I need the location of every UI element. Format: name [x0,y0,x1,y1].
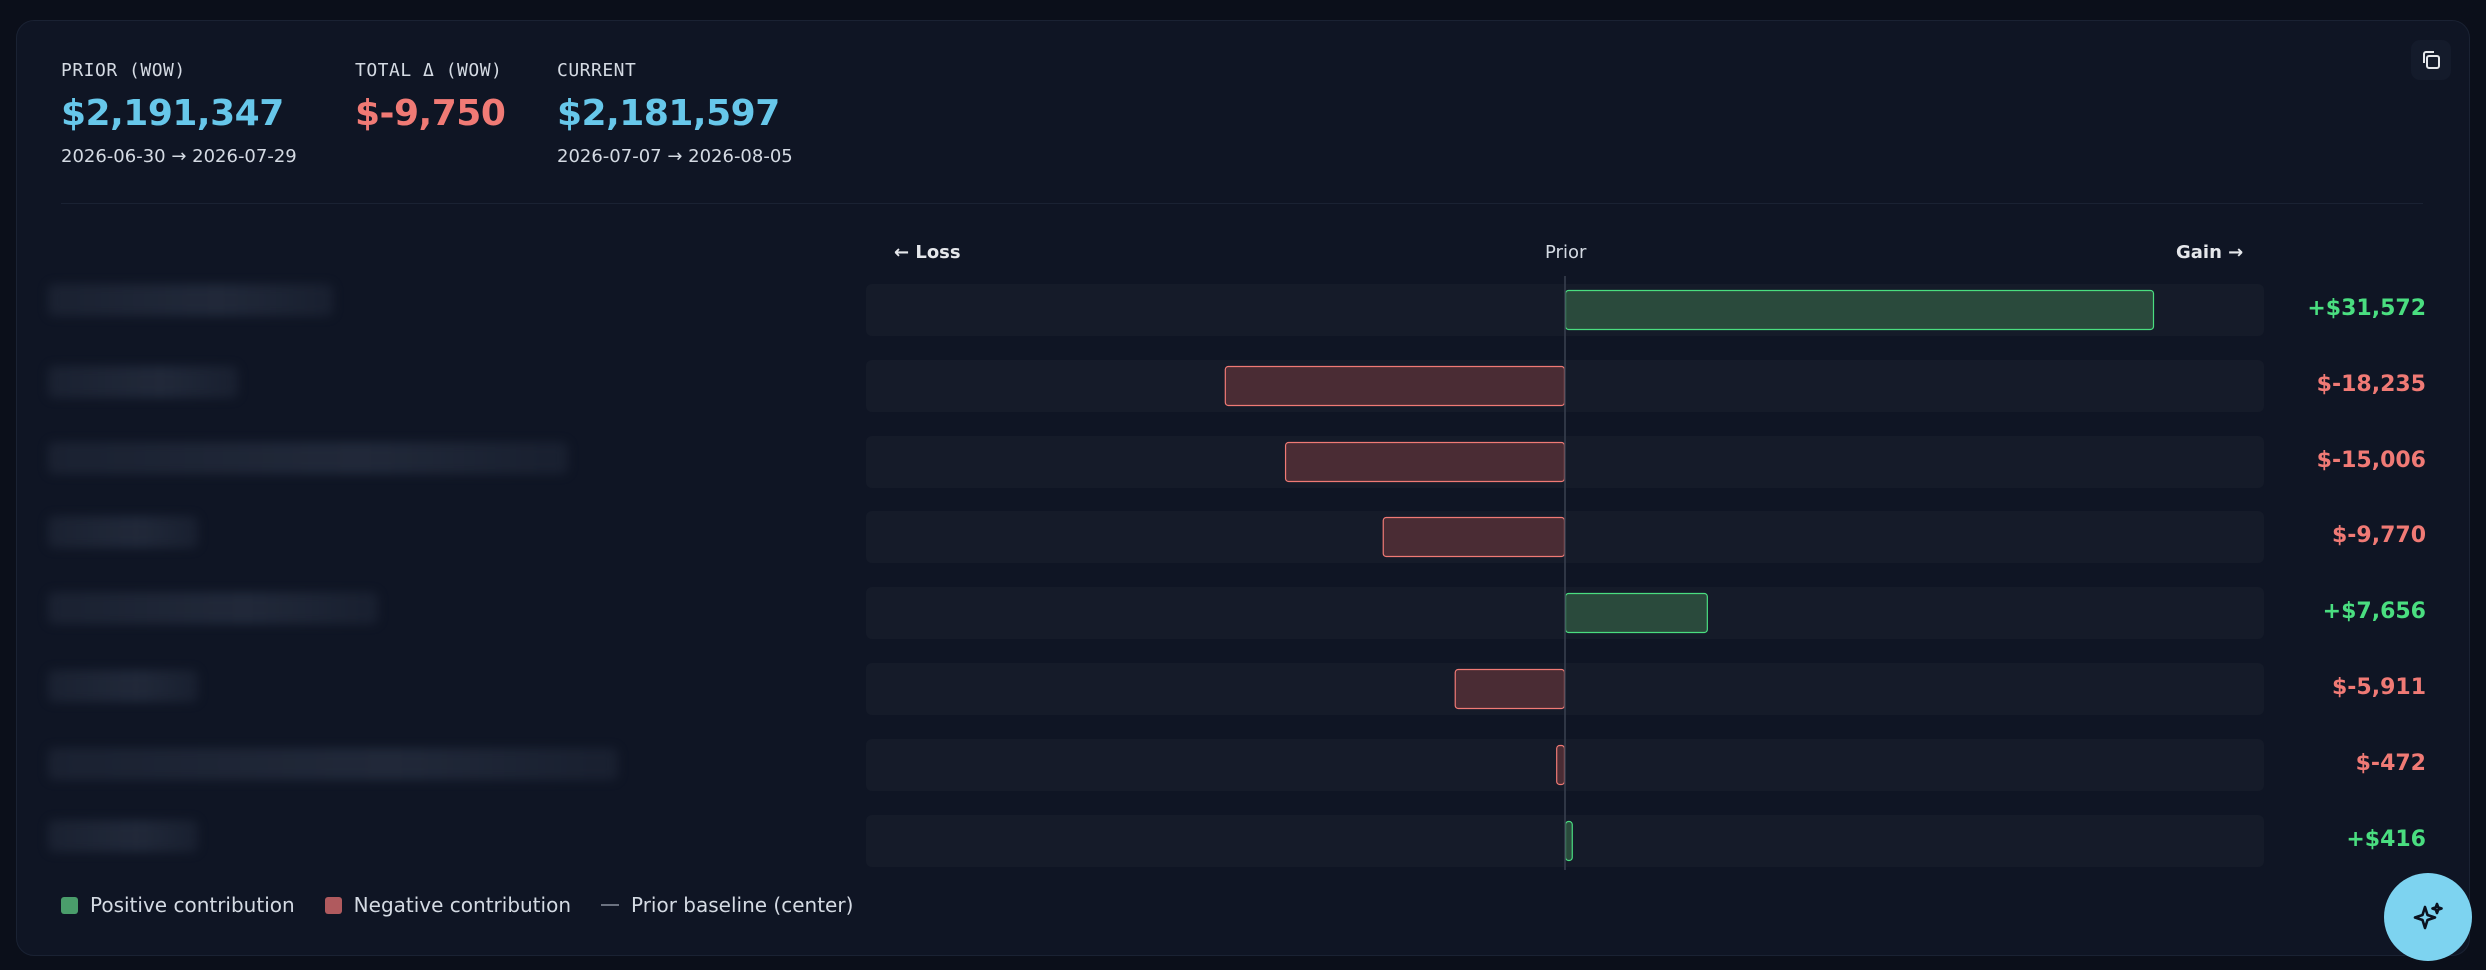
bar-value-label: +$7,656 [2322,599,2426,624]
bar-value-label: $-15,006 [2316,448,2426,473]
axis-gain-label: Gain → [2176,242,2244,263]
row-name-redacted [48,592,378,624]
delta-value: $-9,750 [355,93,506,134]
bar-value-label: $-9,770 [2331,523,2426,548]
current-label: CURRENT [557,60,637,81]
current-stat: CURRENT $2,181,597 2026-07-07 → 2026-08-… [557,60,793,167]
legend-positive-swatch [61,896,78,914]
copy-icon [2423,51,2440,69]
negative-bar[interactable] [1224,365,1566,407]
positive-bar[interactable] [1564,289,2155,331]
row-name-redacted [48,820,198,852]
legend-baseline: Prior baseline (center) [601,893,853,917]
row-name-redacted [48,516,198,548]
current-value: $2,181,597 [557,93,780,134]
bar-value-label: +$416 [2346,827,2426,852]
prior-value: $2,191,347 [61,93,284,134]
prior-stat: PRIOR (WOW) $2,191,347 2026-06-30 → 2026… [61,60,297,167]
row-name-redacted [48,284,333,316]
bar-value-label: $-18,235 [2316,372,2426,397]
legend-negative: Negative contribution [324,893,571,917]
delta-stat: TOTAL Δ (WOW) $-9,750 [355,60,506,134]
axis-loss-label: ← Loss [894,242,961,263]
positive-bar[interactable] [1564,592,1708,634]
legend: Positive contribution Negative contribut… [61,893,883,917]
negative-bar[interactable] [1382,516,1566,558]
positive-bar[interactable] [1564,820,1573,862]
prior-label: PRIOR (WOW) [61,60,186,81]
legend-positive-label: Positive contribution [90,893,295,917]
bar-value-label: $-472 [2355,751,2426,776]
negative-bar[interactable] [1454,668,1566,710]
negative-bar[interactable] [1284,441,1566,483]
bar-value-label: $-5,911 [2331,675,2426,700]
axis-prior-label: Prior [1545,242,1587,263]
row-name-redacted [48,748,618,780]
prior-range: 2026-06-30 → 2026-07-29 [61,146,297,167]
divider [61,203,2423,204]
row-name-redacted [48,442,568,474]
assistant-button[interactable] [2384,873,2472,961]
row-name-redacted [48,366,238,398]
negative-bar[interactable] [1556,744,1566,786]
current-range: 2026-07-07 → 2026-08-05 [557,146,793,167]
copy-button[interactable] [2411,40,2451,80]
legend-baseline-label: Prior baseline (center) [631,893,854,917]
bar-value-label: +$31,572 [2307,296,2426,321]
legend-negative-label: Negative contribution [353,893,571,917]
delta-label: TOTAL Δ (WOW) [355,60,503,81]
sparkles-icon [2413,902,2443,930]
legend-positive: Positive contribution [61,893,295,917]
legend-baseline-swatch [601,904,619,906]
legend-negative-swatch [324,896,342,914]
row-name-redacted [48,670,198,702]
